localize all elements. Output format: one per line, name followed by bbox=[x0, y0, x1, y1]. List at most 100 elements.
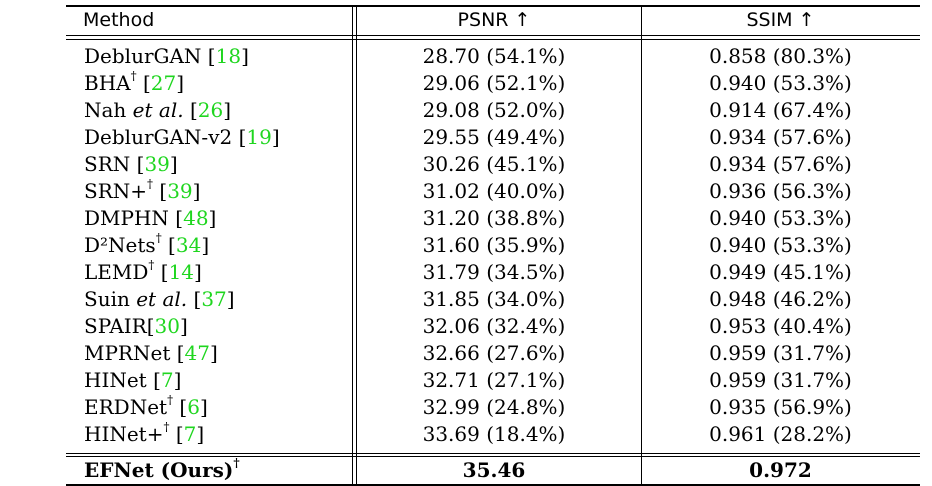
psnr-cell: 31.02 (40.0%) bbox=[422, 179, 566, 203]
citation-link[interactable]: 47 bbox=[184, 341, 210, 365]
method-cell: DeblurGAN [18] bbox=[84, 44, 249, 68]
method-cell: D²Nets† [34] bbox=[84, 231, 210, 257]
ssim-cell: 0.959 (31.7%) bbox=[709, 368, 852, 392]
table-row: HINet [7] 32.71 (27.1%) 0.959 (31.7%) bbox=[66, 367, 920, 394]
table-row: SRN [39] 30.26 (45.1%) 0.934 (57.6%) bbox=[66, 151, 920, 178]
table-row: SPAIR[30] 32.06 (32.4%) 0.953 (40.4%) bbox=[66, 313, 920, 340]
psnr-cell: 29.08 (52.0%) bbox=[422, 98, 566, 122]
citation-link[interactable]: 27 bbox=[150, 71, 177, 95]
psnr-cell: 32.71 (27.1%) bbox=[422, 368, 566, 392]
table-row: BHA† [27] 29.06 (52.1%) 0.940 (53.3%) bbox=[66, 70, 920, 97]
method-cell: DeblurGAN-v2 [19] bbox=[84, 125, 280, 149]
citation-link[interactable]: 39 bbox=[167, 179, 193, 203]
citation-link[interactable]: 6 bbox=[187, 395, 200, 419]
method-cell: SRN [39] bbox=[84, 152, 178, 176]
ssim-cell: 0.914 (67.4%) bbox=[709, 98, 852, 122]
method-name: MPRNet bbox=[84, 341, 171, 365]
psnr-cell: 33.69 (18.4%) bbox=[422, 422, 566, 446]
method-name: SRN+ bbox=[84, 179, 148, 203]
col-divider-double-b bbox=[356, 5, 357, 486]
citation-link[interactable]: 37 bbox=[201, 287, 227, 311]
method-name: HINet+ bbox=[84, 422, 164, 446]
psnr-cell: 31.79 (34.5%) bbox=[422, 260, 566, 284]
method-cell: DMPHN [48] bbox=[84, 206, 217, 230]
psnr-cell: 29.55 (49.4%) bbox=[422, 125, 566, 149]
citation-link[interactable]: 18 bbox=[215, 44, 242, 68]
psnr-cell: 29.06 (52.1%) bbox=[422, 71, 566, 95]
table-row: DeblurGAN-v2 [19] 29.55 (49.4%) 0.934 (57.… bbox=[66, 124, 920, 151]
col-divider bbox=[641, 5, 642, 486]
ssim-cell: 0.858 (80.3%) bbox=[709, 44, 852, 68]
method-cell: ERDNet† [6] bbox=[84, 393, 208, 419]
table-row: DMPHN [48] 31.20 (38.8%) 0.940 (53.3%) bbox=[66, 205, 920, 232]
citation-link[interactable]: 7 bbox=[160, 368, 174, 392]
citation-link[interactable]: 30 bbox=[154, 314, 180, 338]
method-cell: Suin et al. [37] bbox=[84, 287, 235, 311]
header-rule-1 bbox=[66, 35, 920, 36]
ssim-cell: 0.940 (53.3%) bbox=[709, 233, 852, 257]
table-row: LEMD† [14] 31.79 (34.5%) 0.949 (45.1%) bbox=[66, 259, 920, 286]
ssim-cell: 0.934 (57.6%) bbox=[709, 125, 852, 149]
method-name: SPAIR bbox=[84, 314, 147, 338]
method-cell: SPAIR[30] bbox=[84, 314, 188, 338]
final-psnr: 35.46 bbox=[462, 458, 526, 482]
method-name: D²Nets bbox=[84, 233, 156, 257]
psnr-cell: 31.20 (38.8%) bbox=[422, 206, 566, 230]
table-row: Nah et al. [26] 29.08 (52.0%) 0.914 (67.4%… bbox=[66, 97, 920, 124]
table-row: HINet+† [7] 33.69 (18.4%) 0.961 (28.2%) bbox=[66, 421, 920, 448]
method-name: DeblurGAN bbox=[84, 44, 202, 68]
ssim-cell: 0.940 (53.3%) bbox=[709, 71, 852, 95]
citation-link[interactable]: 19 bbox=[246, 125, 272, 149]
dagger-mark: † bbox=[163, 420, 170, 435]
ssim-cell: 0.959 (31.7%) bbox=[709, 341, 852, 365]
header-row: Method PSNR ↑ SSIM ↑ bbox=[66, 7, 920, 34]
ssim-cell: 0.948 (46.2%) bbox=[709, 287, 852, 311]
dagger-mark: † bbox=[130, 69, 137, 84]
dagger-mark: † bbox=[148, 258, 155, 273]
method-cell: MPRNet [47] bbox=[84, 341, 218, 365]
method-name: BHA bbox=[84, 71, 131, 95]
table-row: DeblurGAN [18] 28.70 (54.1%) 0.858 (80.3%) bbox=[66, 43, 920, 70]
method-cell: BHA† [27] bbox=[84, 69, 185, 95]
table-row: SRN+† [39] 31.02 (40.0%) 0.936 (56.3%) bbox=[66, 178, 920, 205]
final-rule-1 bbox=[66, 453, 920, 454]
method-name: LEMD bbox=[84, 260, 149, 284]
table-row: D²Nets† [34] 31.60 (35.9%) 0.940 (53.3%) bbox=[66, 232, 920, 259]
psnr-cell: 32.66 (27.6%) bbox=[422, 341, 566, 365]
et-al: et al. bbox=[136, 287, 188, 311]
ssim-cell: 0.935 (56.9%) bbox=[709, 395, 852, 419]
header-ssim: SSIM ↑ bbox=[746, 9, 815, 31]
method-name: SRN bbox=[84, 152, 131, 176]
citation-link[interactable]: 7 bbox=[183, 422, 197, 446]
method-cell: HINet [7] bbox=[84, 368, 182, 392]
final-method: EFNet (Ours)† bbox=[84, 457, 240, 484]
header-method: Method bbox=[83, 9, 155, 31]
method-name: HINet bbox=[84, 368, 147, 392]
ssim-cell: 0.953 (40.4%) bbox=[709, 314, 852, 338]
ssim-cell: 0.949 (45.1%) bbox=[709, 260, 852, 284]
dagger-mark: † bbox=[147, 177, 154, 192]
citation-link[interactable]: 14 bbox=[168, 260, 195, 284]
psnr-cell: 32.06 (32.4%) bbox=[422, 314, 566, 338]
psnr-cell: 30.26 (45.1%) bbox=[422, 152, 566, 176]
ssim-cell: 0.934 (57.6%) bbox=[709, 152, 852, 176]
ssim-cell: 0.961 (28.2%) bbox=[709, 422, 852, 446]
et-al: et al. bbox=[132, 98, 184, 122]
method-cell: HINet+† [7] bbox=[84, 420, 205, 446]
method-name: Suin bbox=[84, 287, 130, 311]
citation-link[interactable]: 48 bbox=[183, 206, 209, 230]
method-name: ERDNet bbox=[84, 395, 168, 419]
final-row: EFNet (Ours)† 35.46 0.972 bbox=[66, 457, 920, 484]
psnr-cell: 31.85 (34.0%) bbox=[422, 287, 566, 311]
citation-link[interactable]: 26 bbox=[197, 98, 224, 122]
dagger-mark: † bbox=[167, 393, 174, 408]
citation-link[interactable]: 34 bbox=[175, 233, 202, 257]
final-dagger: † bbox=[233, 456, 240, 471]
citation-link[interactable]: 39 bbox=[144, 152, 170, 176]
psnr-cell: 31.60 (35.9%) bbox=[422, 233, 566, 257]
method-cell: LEMD† [14] bbox=[84, 258, 202, 284]
final-method-name: EFNet (Ours) bbox=[84, 458, 234, 482]
method-cell: Nah et al. [26] bbox=[84, 98, 232, 122]
method-name: DMPHN bbox=[84, 206, 169, 230]
final-rule-2 bbox=[66, 456, 920, 457]
